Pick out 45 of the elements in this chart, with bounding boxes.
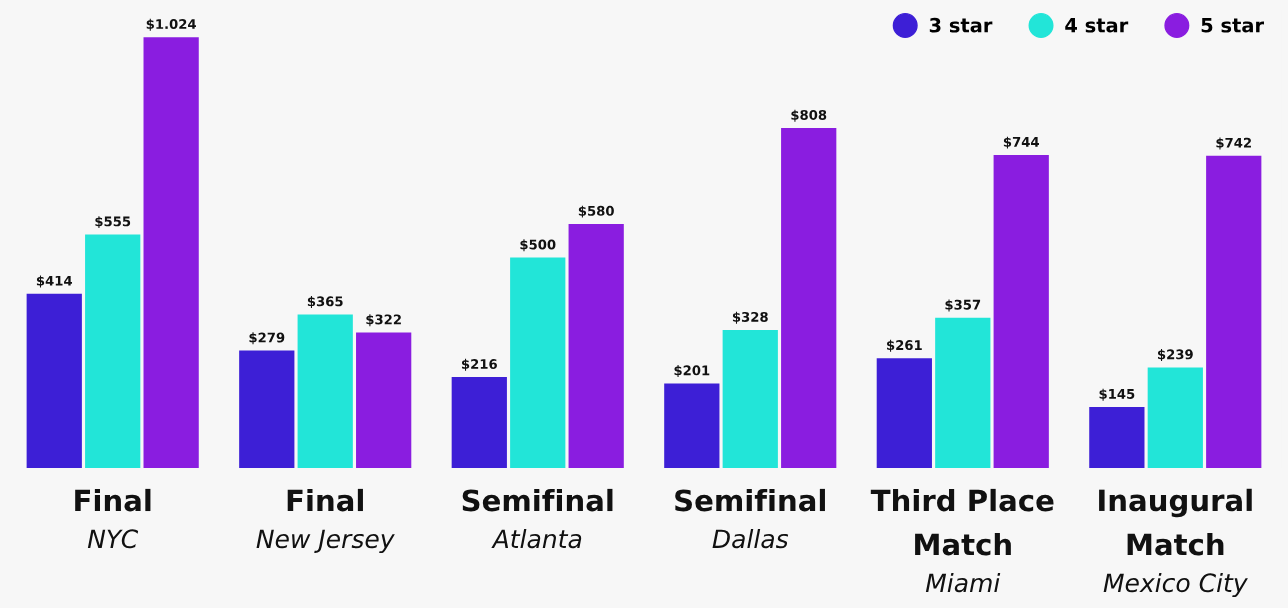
data-label: $261 <box>887 339 922 352</box>
bar <box>1147 367 1203 468</box>
bar <box>143 37 199 468</box>
data-label: $555 <box>95 216 131 229</box>
bar <box>722 329 778 468</box>
bar <box>1206 155 1262 468</box>
data-label: $216 <box>461 358 497 371</box>
bar <box>935 317 991 468</box>
data-label: $742 <box>1216 137 1251 150</box>
data-label: $357 <box>945 299 981 312</box>
bar <box>297 314 353 468</box>
data-label: $1.024 <box>146 18 196 31</box>
bar <box>568 223 624 468</box>
data-label: $580 <box>578 205 614 218</box>
legend-label: 5 star <box>1201 18 1265 33</box>
data-label: $322 <box>366 314 401 327</box>
bar <box>85 234 141 468</box>
x-tick-label: Third Place Match Miami <box>870 488 1054 593</box>
data-label: $145 <box>1099 388 1135 401</box>
legend-label: 3 star <box>929 17 993 33</box>
x-tick-label: Semifinal Dallas <box>675 488 825 549</box>
data-label: $500 <box>520 239 556 252</box>
x-tick-label: Final NYC <box>75 488 151 549</box>
bar <box>993 154 1049 468</box>
x-tick-label: Final New Jersey <box>256 488 395 554</box>
bar <box>876 358 932 468</box>
bar <box>1089 406 1145 468</box>
bar <box>664 383 720 468</box>
data-label: $414 <box>36 275 73 288</box>
bar <box>510 257 566 468</box>
data-label: $744 <box>1003 136 1039 149</box>
bar <box>781 128 837 468</box>
x-tick-label: Semifinal Atlanta <box>462 488 613 549</box>
data-label: $239 <box>1157 349 1193 362</box>
legend-label: 4 star <box>1065 18 1129 33</box>
bar <box>26 293 82 468</box>
bar <box>356 332 412 468</box>
bar <box>239 350 295 468</box>
data-label: $808 <box>791 109 827 122</box>
data-label: $328 <box>732 311 768 324</box>
data-label: $201 <box>674 365 710 378</box>
bar <box>451 377 507 468</box>
data-label: $279 <box>249 332 285 345</box>
data-label: $365 <box>307 296 343 309</box>
x-tick-label: Inaugural Match Mexico City <box>1099 488 1252 598</box>
